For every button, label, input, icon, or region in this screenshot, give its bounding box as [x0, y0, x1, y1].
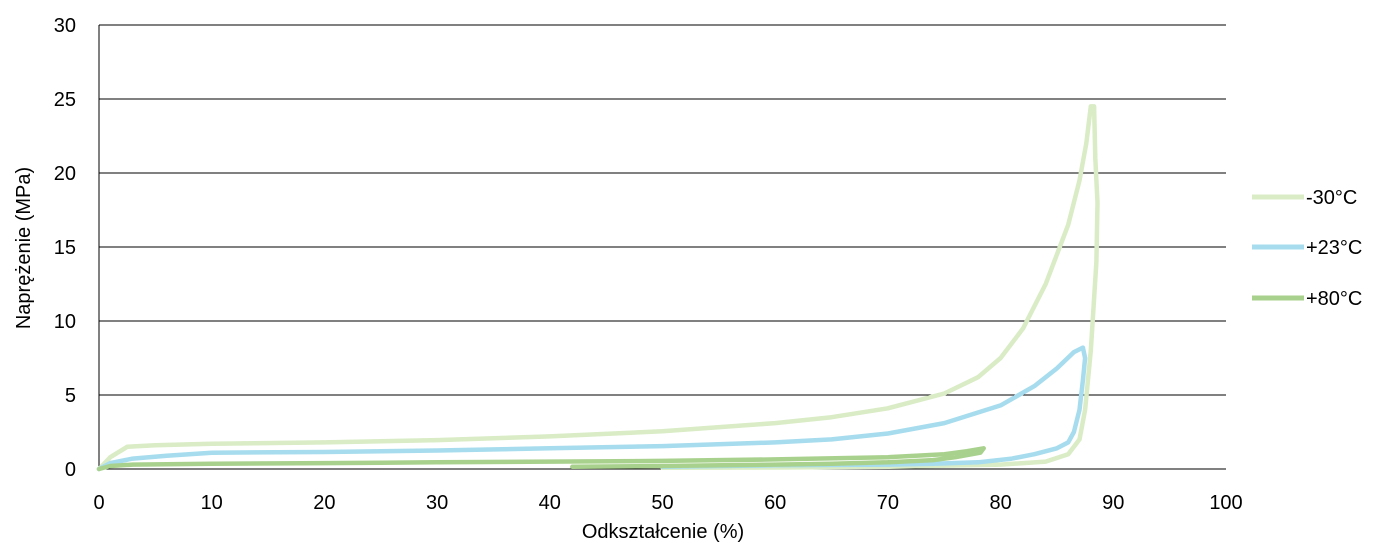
data-series: [96, 104, 1100, 472]
x-tick-label-7: 70: [877, 492, 899, 514]
x-tick-label-4: 40: [539, 492, 561, 514]
series-line-0: [96, 104, 1100, 472]
x-tick-label-1: 10: [201, 492, 223, 514]
x-tick-label-6: 60: [764, 492, 786, 514]
legend: -30°C +23°C +80°C: [1252, 187, 1362, 310]
y-tick-label-3: 15: [54, 237, 76, 259]
series-line-2: [96, 446, 986, 472]
series-line-1: [96, 345, 1088, 472]
y-tick-label-5: 25: [54, 89, 76, 111]
x-tick-label-5: 50: [651, 492, 673, 514]
x-tick-label-9: 90: [1102, 492, 1124, 514]
x-tick-label-3: 30: [426, 492, 448, 514]
y-axis-title: Naprężenie (MPa): [13, 167, 35, 329]
y-tick-label-1: 5: [65, 385, 76, 407]
x-tick-label-8: 80: [989, 492, 1011, 514]
y-tick-label-4: 20: [54, 163, 76, 185]
y-tick-label-2: 10: [54, 311, 76, 333]
y-tick-labels: 0 5 10 15 20 25 30: [54, 15, 76, 481]
x-tick-label-2: 20: [313, 492, 335, 514]
gridlines: [99, 24, 1226, 396]
legend-label-0: -30°C: [1306, 187, 1357, 209]
legend-label-1: +23°C: [1306, 237, 1362, 259]
x-tick-label-10: 100: [1209, 492, 1242, 514]
x-axis-title: Odkształcenie (%): [582, 521, 744, 543]
x-tick-labels: 0 10 20 30 40 50 60 70 80 90 100: [93, 492, 1242, 514]
y-tick-label-0: 0: [65, 459, 76, 481]
y-tick-label-6: 30: [54, 15, 76, 37]
legend-label-2: +80°C: [1306, 288, 1362, 310]
x-tick-label-0: 0: [93, 492, 104, 514]
